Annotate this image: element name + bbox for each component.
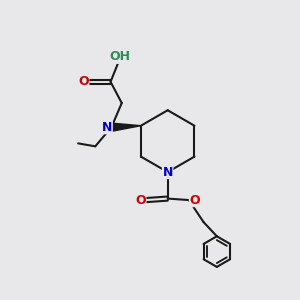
Text: O: O	[135, 194, 146, 207]
Text: O: O	[189, 194, 200, 207]
Text: N: N	[163, 166, 173, 178]
Text: OH: OH	[110, 50, 131, 63]
Polygon shape	[111, 123, 141, 131]
Text: N: N	[102, 121, 112, 134]
Text: O: O	[78, 75, 89, 88]
